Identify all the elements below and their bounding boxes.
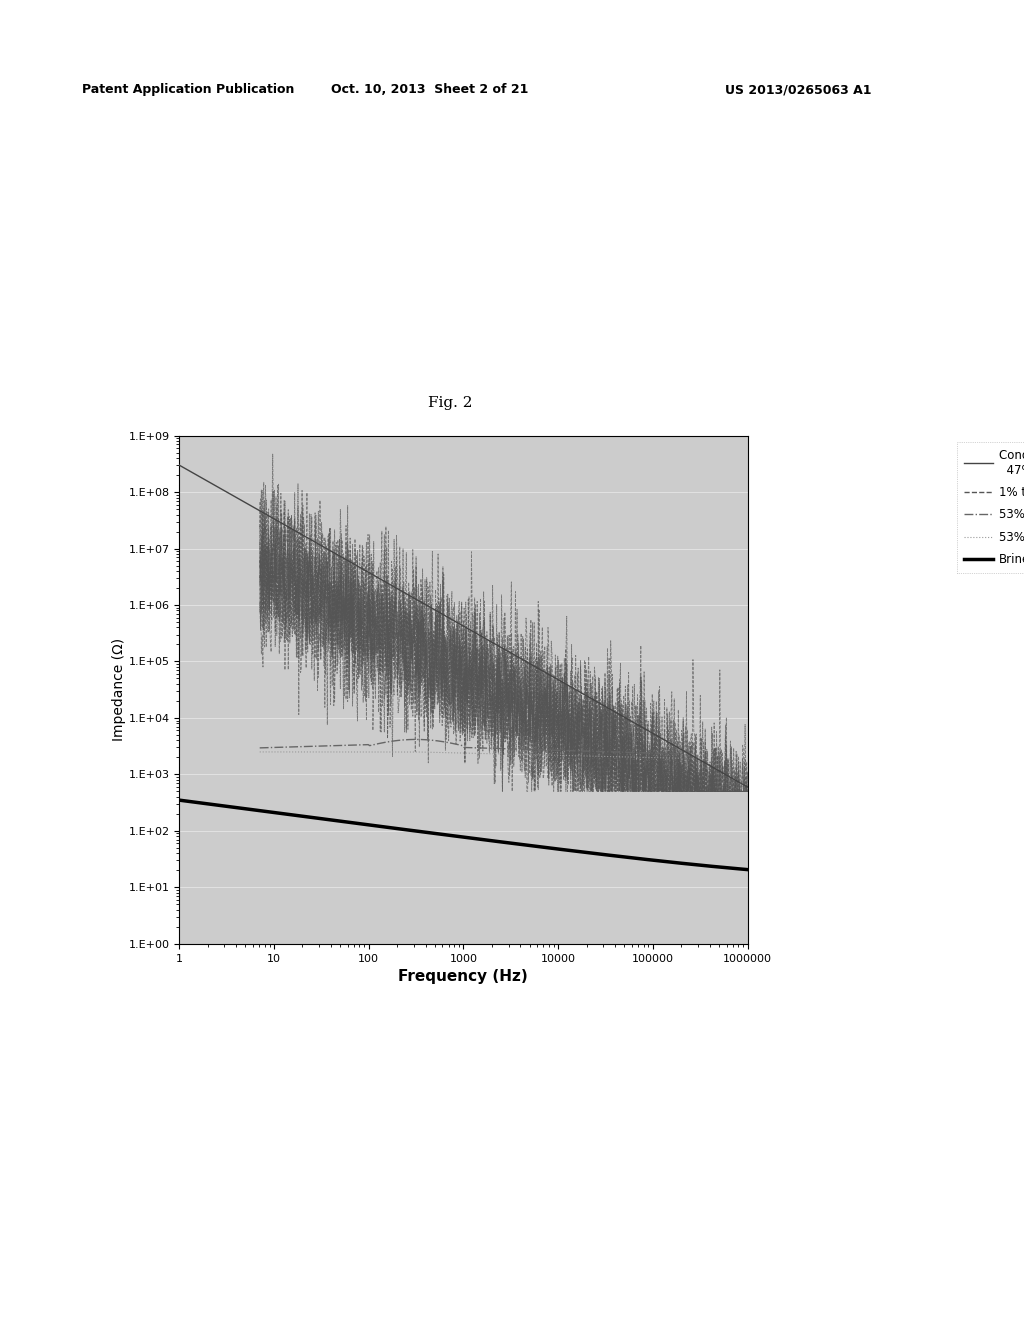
Text: US 2013/0265063 A1: US 2013/0265063 A1 xyxy=(725,83,872,96)
Text: Fig. 2: Fig. 2 xyxy=(428,396,473,409)
Text: Oct. 10, 2013  Sheet 2 of 21: Oct. 10, 2013 Sheet 2 of 21 xyxy=(332,83,528,96)
Text: Patent Application Publication: Patent Application Publication xyxy=(82,83,294,96)
Y-axis label: Impedance (Ω): Impedance (Ω) xyxy=(112,638,126,742)
Legend: Condensate (overlays 1-
  47%) Brine, 1% through 47% Brine, 53% brine, 53% brine: Condensate (overlays 1- 47%) Brine, 1% t… xyxy=(956,441,1024,573)
X-axis label: Frequency (Hz): Frequency (Hz) xyxy=(398,969,528,985)
